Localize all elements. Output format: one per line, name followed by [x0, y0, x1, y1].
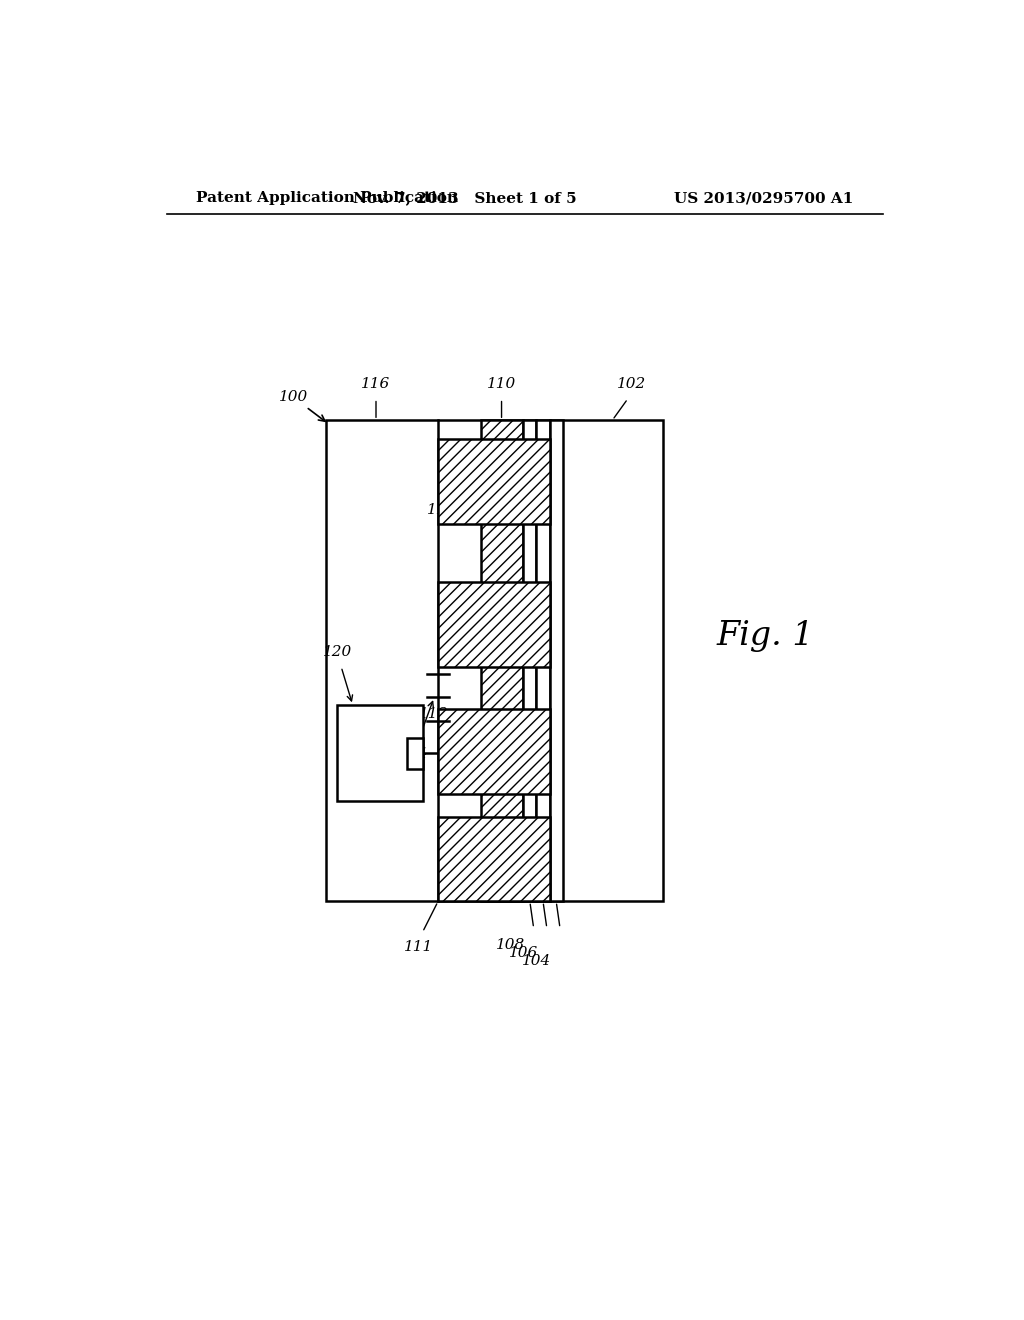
Text: US 2013/0295700 A1: US 2013/0295700 A1: [674, 191, 853, 206]
Text: 112: 112: [427, 503, 457, 516]
Text: Patent Application Publication: Patent Application Publication: [197, 191, 458, 206]
Text: 116: 116: [361, 378, 390, 391]
Bar: [438, 709, 550, 793]
Bar: [523, 420, 537, 902]
Text: 120: 120: [323, 645, 352, 659]
Text: 111: 111: [404, 940, 433, 954]
Bar: [337, 705, 423, 801]
Text: 114: 114: [398, 747, 428, 762]
Bar: [326, 420, 663, 902]
Bar: [438, 817, 550, 902]
Text: 108: 108: [496, 939, 524, 953]
Bar: [550, 420, 563, 902]
Text: Nov. 7, 2013   Sheet 1 of 5: Nov. 7, 2013 Sheet 1 of 5: [353, 191, 577, 206]
Bar: [407, 738, 423, 768]
Bar: [438, 817, 550, 902]
Text: 118: 118: [419, 706, 447, 721]
Text: 110: 110: [487, 378, 516, 391]
Text: Fig. 1: Fig. 1: [717, 620, 815, 652]
Bar: [438, 582, 550, 667]
Bar: [438, 440, 550, 524]
Text: 100: 100: [279, 391, 325, 421]
Bar: [438, 582, 550, 667]
Bar: [438, 709, 550, 793]
Text: 104: 104: [522, 954, 551, 968]
Bar: [537, 420, 550, 902]
Bar: [480, 420, 523, 902]
Bar: [438, 440, 550, 524]
Text: 106: 106: [509, 946, 538, 960]
Text: 102: 102: [617, 378, 646, 391]
